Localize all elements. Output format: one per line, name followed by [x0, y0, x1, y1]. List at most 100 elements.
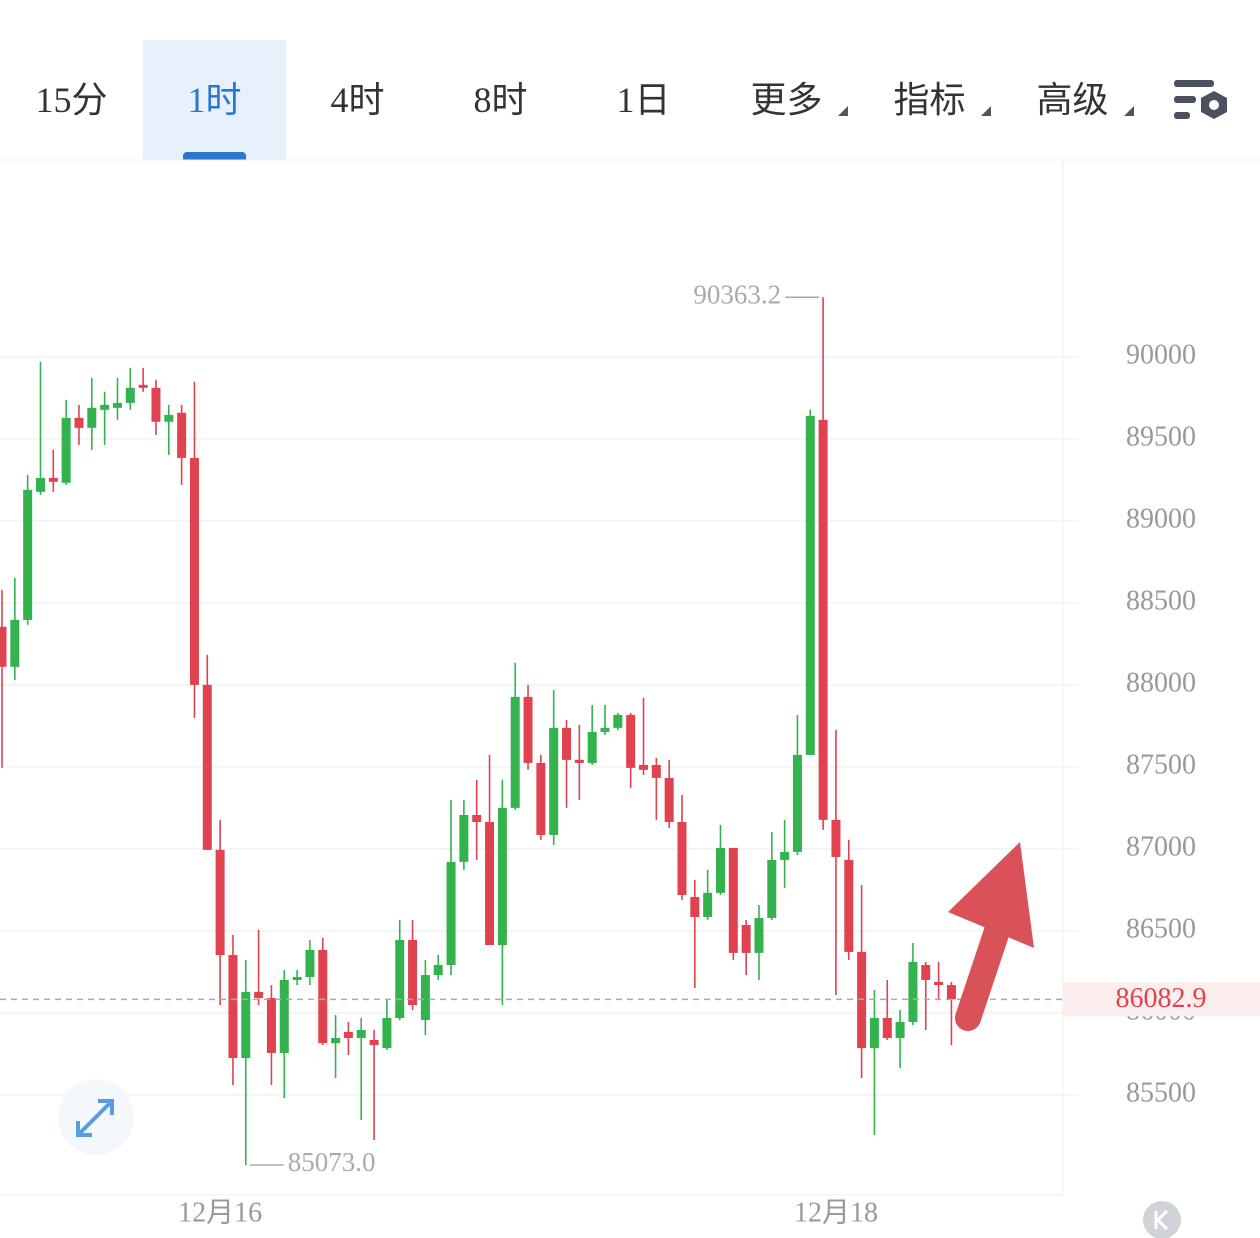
- candle-body: [600, 727, 610, 732]
- annotation-arrow: [948, 842, 1034, 1031]
- y-tick-label: 86500: [1126, 913, 1196, 944]
- candle-body: [395, 939, 405, 1019]
- candle-body: [703, 892, 713, 917]
- candle-body: [908, 961, 918, 1022]
- candle-body: [690, 896, 700, 917]
- candle-body: [946, 985, 956, 1000]
- candle-body: [664, 777, 674, 823]
- y-tick-label: 85500: [1126, 1077, 1196, 1108]
- candle-body: [741, 925, 751, 953]
- candle-body: [369, 1039, 379, 1046]
- candle-body: [587, 731, 597, 763]
- candle-body: [343, 1031, 353, 1039]
- y-tick-label: 90000: [1126, 339, 1196, 370]
- candle-body: [112, 402, 122, 408]
- candle-body: [574, 759, 584, 763]
- candle-body: [279, 979, 289, 1053]
- candle-body: [0, 626, 7, 667]
- dropdown-arrows: [838, 106, 1134, 116]
- candle-body: [562, 727, 572, 760]
- candle-body: [266, 998, 276, 1053]
- candle-body: [331, 1038, 341, 1044]
- candle-body: [100, 404, 110, 410]
- candle-body: [754, 917, 764, 953]
- tab[interactable]: 15分: [35, 80, 108, 120]
- tab[interactable]: 4时: [330, 80, 385, 120]
- candle-body: [408, 939, 418, 1006]
- candle-body: [767, 859, 777, 918]
- candle-body: [536, 762, 546, 835]
- candle-body: [254, 991, 264, 999]
- candle-body: [780, 851, 790, 860]
- tab[interactable]: 1日: [616, 80, 671, 120]
- candle-body: [35, 477, 45, 492]
- candle-body: [382, 1018, 392, 1049]
- candle-body: [138, 384, 148, 388]
- candle-body: [895, 1021, 905, 1039]
- candle-body: [844, 859, 854, 952]
- last-price-box: [1063, 982, 1260, 1017]
- candle-body: [639, 764, 648, 770]
- candle-body: [792, 754, 802, 852]
- candle-body: [164, 414, 174, 422]
- candle-body: [523, 696, 533, 763]
- y-tick-label: 88000: [1126, 667, 1196, 698]
- high-label: 90363.2: [693, 279, 781, 309]
- candle-body: [882, 1018, 892, 1039]
- candle-body: [677, 822, 687, 895]
- candle-body: [818, 419, 828, 820]
- candle-body: [485, 822, 495, 946]
- candle-body: [869, 1018, 879, 1049]
- settings-icon[interactable]: [1174, 80, 1227, 119]
- candle-body: [510, 696, 520, 808]
- menu[interactable]: 高级: [1036, 80, 1109, 120]
- candle-body: [23, 489, 33, 620]
- candle-body: [459, 814, 469, 862]
- tab-active[interactable]: 1时: [143, 40, 286, 160]
- candle-body: [177, 412, 187, 458]
- candle-body: [433, 965, 443, 976]
- candle-body: [74, 417, 84, 428]
- candle-body: [446, 861, 456, 966]
- candle-body: [151, 387, 161, 422]
- y-tick-label: 89500: [1126, 421, 1196, 452]
- y-tick-label: 89000: [1126, 503, 1196, 534]
- candle-body: [10, 619, 20, 667]
- candle-body: [356, 1029, 366, 1039]
- candle-body: [202, 684, 212, 850]
- candle-body: [87, 407, 97, 428]
- y-tick-label: 87500: [1126, 749, 1196, 780]
- candle-body: [497, 807, 507, 946]
- candle-body: [228, 955, 238, 1059]
- low-label: 85073.0: [288, 1147, 376, 1177]
- candle-body: [318, 949, 328, 1044]
- candle-body: [125, 387, 135, 403]
- candle-body: [549, 727, 559, 835]
- candle-body: [472, 814, 482, 823]
- k-button[interactable]: [1143, 1201, 1181, 1238]
- candle-body: [215, 849, 225, 956]
- menu[interactable]: 指标: [893, 80, 966, 120]
- candle-body: [292, 977, 302, 980]
- tab-indicator: [183, 152, 246, 160]
- tab[interactable]: 8时: [473, 80, 528, 120]
- candle-body: [831, 819, 841, 857]
- candle-body: [305, 949, 315, 978]
- candle-body: [715, 847, 725, 893]
- candle-body: [805, 415, 815, 755]
- y-tick-label: 88500: [1126, 585, 1196, 616]
- candle-body: [420, 975, 430, 1020]
- expand-button[interactable]: [58, 1079, 134, 1155]
- candle-body: [189, 457, 199, 685]
- candle-body: [48, 477, 58, 482]
- x-tick-label: 12月16: [178, 1197, 262, 1228]
- candle-body: [626, 714, 636, 768]
- menu[interactable]: 更多: [750, 80, 823, 120]
- candle-body: [241, 991, 251, 1059]
- candle-body: [921, 965, 931, 980]
- y-tick-label: 87000: [1126, 831, 1196, 862]
- candle-body: [613, 714, 623, 728]
- candle-body: [934, 981, 944, 986]
